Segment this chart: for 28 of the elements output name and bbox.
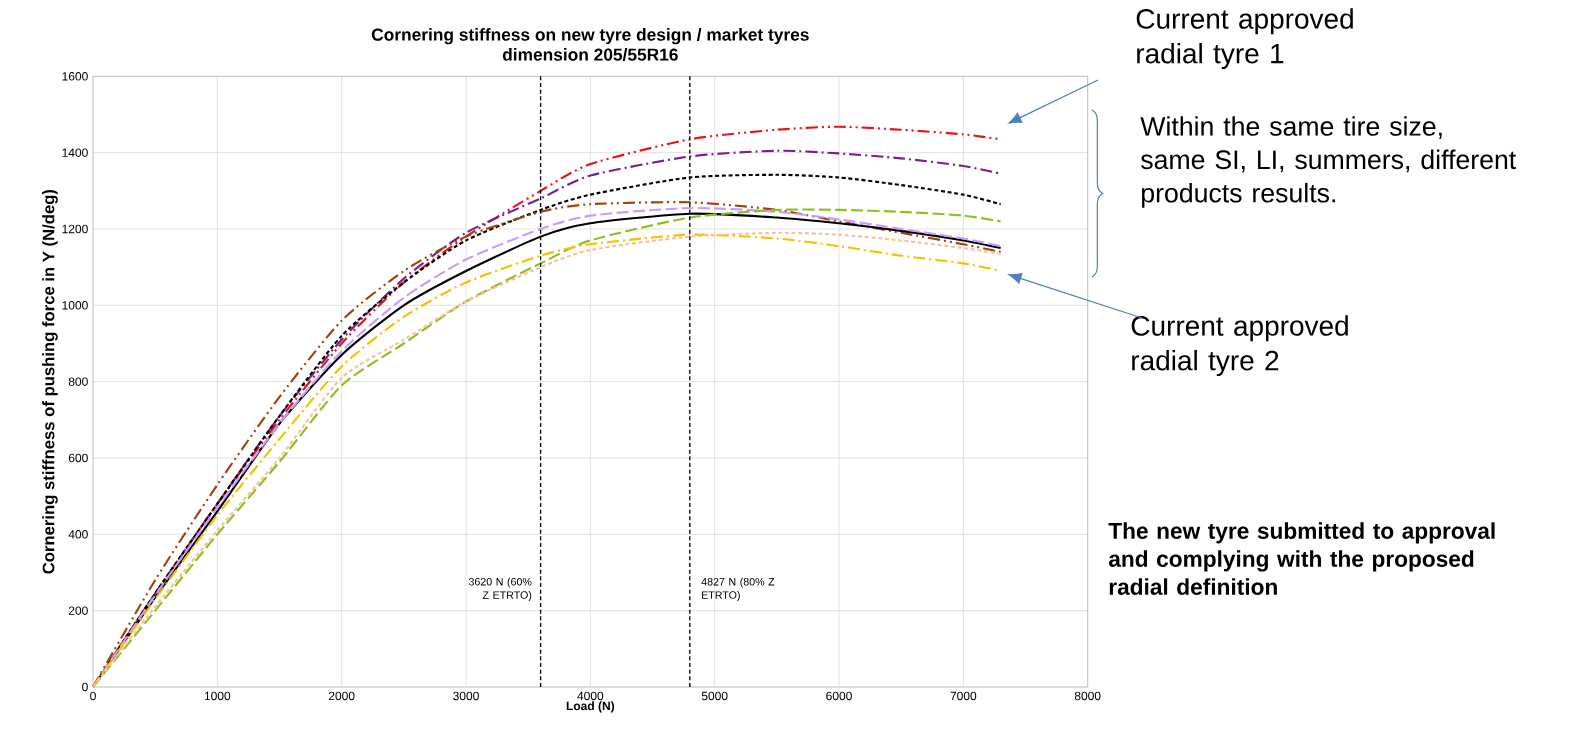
x-tick-label: 3000 bbox=[453, 691, 479, 701]
text: Within the same tire size, same SI, LI, summers, different products results. bbox=[1140, 116, 1517, 208]
x-tick-label: 5000 bbox=[701, 691, 728, 701]
ref-line-label: 3620 N (60% Z ETRTO) bbox=[468, 577, 532, 601]
chart-title: Cornering stiffness on new tyre design / market tyres bbox=[371, 28, 809, 45]
x-tick-label: 2000 bbox=[328, 691, 355, 701]
text: Current approved radial tyre 2 bbox=[1131, 315, 1348, 377]
y-axis-title: Cornering stiffness of pushing force in Y (N/deg) bbox=[42, 189, 58, 574]
x-tick-label: 4000 bbox=[577, 691, 604, 701]
x-tick-label: 0 bbox=[90, 691, 96, 701]
x-tick-label: 8000 bbox=[1074, 691, 1101, 701]
ref-line-label: 4827 N (80% Z ETRTO) bbox=[701, 577, 775, 601]
x-tick-label: 7000 bbox=[950, 691, 977, 701]
text: Current approved radial tyre 1 bbox=[1136, 8, 1353, 70]
y-tick-label: 1600 bbox=[62, 72, 88, 81]
y-tick-label: 0 bbox=[82, 682, 88, 692]
y-tick-label: 1400 bbox=[62, 148, 88, 157]
y-tick-label: 400 bbox=[68, 530, 88, 539]
y-tick-label: 800 bbox=[68, 377, 88, 386]
y-tick-label: 600 bbox=[68, 453, 88, 463]
y-tick-label: 1000 bbox=[62, 301, 88, 310]
x-axis-title: Load (N) bbox=[566, 701, 615, 713]
text: The new tyre submitted to approval and complying with the proposed radial definition bbox=[1108, 522, 1495, 595]
y-tick-label: 1200 bbox=[62, 224, 88, 234]
x-tick-label: 6000 bbox=[826, 691, 852, 701]
chart-subtitle: dimension 205/55R16 bbox=[502, 48, 678, 61]
y-tick-label: 200 bbox=[68, 606, 88, 615]
x-tick-label: 1000 bbox=[204, 691, 231, 701]
